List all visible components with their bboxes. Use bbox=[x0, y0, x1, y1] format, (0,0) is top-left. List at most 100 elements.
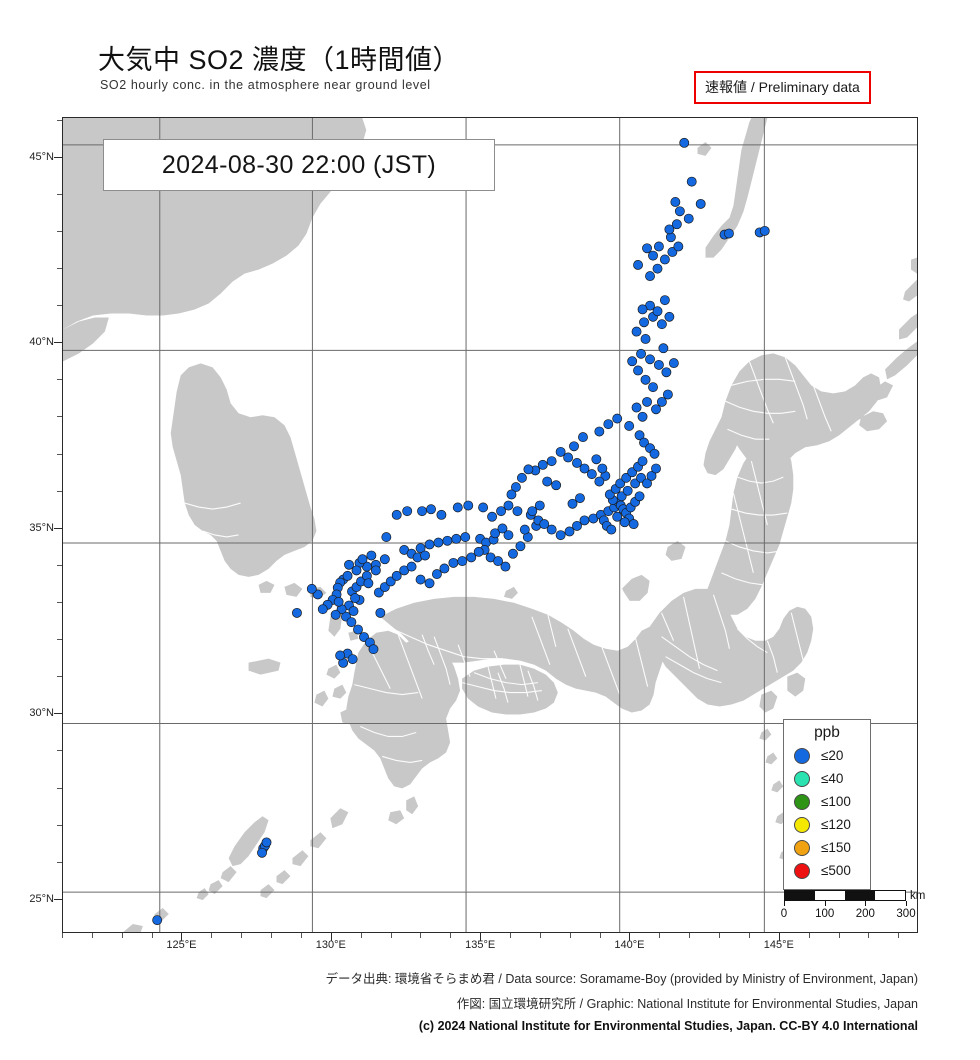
station-marker[interactable] bbox=[634, 491, 645, 502]
station-marker[interactable] bbox=[457, 556, 468, 567]
station-marker[interactable] bbox=[516, 472, 527, 483]
station-marker[interactable] bbox=[511, 482, 521, 493]
station-marker[interactable] bbox=[622, 485, 633, 496]
station-marker[interactable] bbox=[406, 561, 417, 572]
station-marker[interactable] bbox=[333, 596, 344, 607]
station-marker[interactable] bbox=[503, 500, 514, 511]
station-marker[interactable] bbox=[633, 260, 643, 270]
station-marker[interactable] bbox=[656, 319, 667, 330]
station-marker[interactable] bbox=[433, 537, 444, 548]
station-marker[interactable] bbox=[555, 530, 566, 541]
legend-item[interactable]: ≤100 bbox=[784, 790, 870, 813]
station-marker[interactable] bbox=[537, 459, 548, 470]
station-marker[interactable] bbox=[357, 554, 368, 565]
legend-item[interactable]: ≤120 bbox=[784, 813, 870, 836]
station-marker[interactable] bbox=[649, 448, 660, 459]
station-marker[interactable] bbox=[335, 650, 346, 661]
station-marker[interactable] bbox=[674, 206, 685, 217]
station-marker[interactable] bbox=[612, 413, 623, 424]
station-marker[interactable] bbox=[606, 524, 617, 535]
station-marker[interactable] bbox=[317, 604, 328, 615]
station-marker[interactable] bbox=[346, 617, 357, 628]
station-marker[interactable] bbox=[152, 915, 163, 926]
station-marker[interactable] bbox=[539, 519, 550, 530]
station-marker[interactable] bbox=[637, 411, 648, 422]
station-marker[interactable] bbox=[342, 570, 353, 581]
station-marker[interactable] bbox=[642, 396, 652, 407]
station-marker[interactable] bbox=[636, 472, 646, 483]
station-marker[interactable] bbox=[563, 452, 574, 463]
station-marker[interactable] bbox=[415, 574, 426, 585]
station-marker[interactable] bbox=[463, 500, 474, 511]
station-marker[interactable] bbox=[330, 609, 341, 620]
station-marker[interactable] bbox=[426, 504, 436, 515]
station-marker[interactable] bbox=[658, 343, 669, 354]
station-marker[interactable] bbox=[594, 426, 605, 437]
station-marker[interactable] bbox=[353, 624, 363, 635]
station-marker[interactable] bbox=[578, 432, 588, 443]
station-marker[interactable] bbox=[631, 326, 642, 337]
station-marker[interactable] bbox=[664, 311, 675, 322]
station-marker[interactable] bbox=[534, 500, 545, 511]
station-marker[interactable] bbox=[436, 509, 447, 520]
station-marker[interactable] bbox=[640, 374, 651, 385]
station-marker[interactable] bbox=[686, 176, 697, 187]
station-marker[interactable] bbox=[591, 454, 602, 465]
station-marker[interactable] bbox=[572, 458, 582, 468]
station-marker[interactable] bbox=[385, 576, 396, 587]
station-marker[interactable] bbox=[542, 476, 553, 487]
station-marker[interactable] bbox=[648, 382, 658, 393]
station-marker[interactable] bbox=[594, 476, 605, 487]
station-marker[interactable] bbox=[379, 554, 390, 565]
station-marker[interactable] bbox=[648, 250, 658, 261]
station-marker[interactable] bbox=[402, 506, 413, 517]
station-marker[interactable] bbox=[506, 489, 517, 500]
station-marker[interactable] bbox=[490, 528, 501, 539]
station-marker[interactable] bbox=[363, 578, 374, 589]
station-marker[interactable] bbox=[424, 539, 435, 550]
station-marker[interactable] bbox=[640, 334, 651, 344]
station-marker[interactable] bbox=[439, 563, 450, 574]
station-marker[interactable] bbox=[572, 520, 582, 531]
station-marker[interactable] bbox=[503, 530, 514, 541]
station-marker[interactable] bbox=[546, 456, 557, 467]
station-marker[interactable] bbox=[645, 354, 655, 365]
station-marker[interactable] bbox=[442, 535, 453, 546]
station-marker[interactable] bbox=[639, 437, 649, 448]
station-marker[interactable] bbox=[424, 578, 435, 589]
station-marker[interactable] bbox=[652, 306, 663, 317]
map-plot-area[interactable] bbox=[62, 117, 918, 933]
station-marker[interactable] bbox=[661, 367, 672, 378]
station-marker[interactable] bbox=[683, 213, 694, 224]
station-marker[interactable] bbox=[642, 243, 652, 254]
station-marker[interactable] bbox=[391, 570, 402, 581]
station-marker[interactable] bbox=[500, 561, 511, 572]
station-marker[interactable] bbox=[569, 441, 579, 452]
station-marker[interactable] bbox=[350, 593, 360, 604]
station-marker[interactable] bbox=[351, 565, 362, 576]
station-marker[interactable] bbox=[621, 472, 632, 483]
station-marker[interactable] bbox=[645, 271, 655, 282]
station-marker[interactable] bbox=[306, 583, 317, 594]
station-marker[interactable] bbox=[415, 543, 426, 554]
legend-item[interactable]: ≤150 bbox=[784, 836, 870, 859]
station-marker[interactable] bbox=[653, 359, 664, 370]
station-marker[interactable] bbox=[679, 137, 690, 148]
station-marker[interactable] bbox=[493, 556, 504, 567]
station-marker[interactable] bbox=[451, 533, 462, 544]
station-marker[interactable] bbox=[615, 478, 626, 489]
station-marker[interactable] bbox=[651, 404, 661, 415]
station-marker[interactable] bbox=[448, 557, 459, 568]
station-marker[interactable] bbox=[759, 225, 770, 236]
station-marker[interactable] bbox=[347, 654, 358, 665]
station-marker[interactable] bbox=[452, 502, 463, 513]
station-markers[interactable] bbox=[152, 137, 770, 926]
station-marker[interactable] bbox=[567, 498, 578, 509]
station-marker[interactable] bbox=[575, 493, 585, 504]
station-marker[interactable] bbox=[487, 511, 498, 522]
station-marker[interactable] bbox=[551, 480, 562, 491]
station-marker[interactable] bbox=[662, 389, 673, 400]
station-marker[interactable] bbox=[420, 550, 430, 561]
station-marker[interactable] bbox=[653, 241, 664, 252]
station-marker[interactable] bbox=[508, 548, 518, 559]
